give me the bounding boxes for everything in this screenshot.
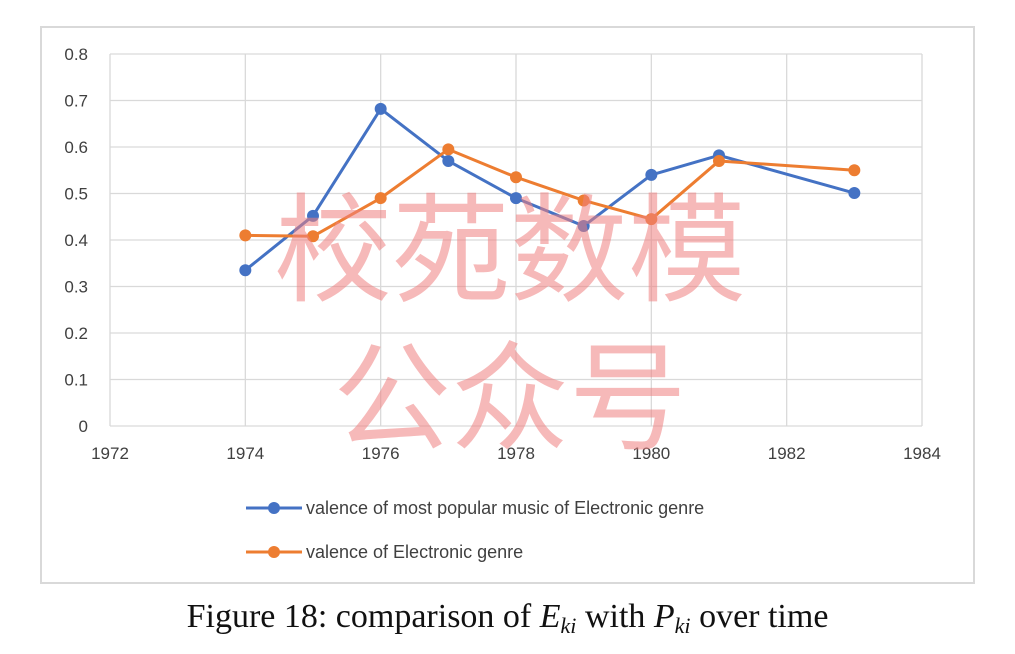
watermark-line-1: 校苑数模 <box>274 182 746 320</box>
data-point <box>577 220 590 233</box>
legend-item: valence of most popular music of Electro… <box>246 498 704 518</box>
caption-e-symbol: E <box>539 598 561 635</box>
data-point <box>442 143 455 156</box>
caption-p-sub: ki <box>674 613 691 638</box>
legend-swatch-marker <box>268 546 280 558</box>
chart-frame <box>40 26 975 584</box>
legend-label: valence of most popular music of Electro… <box>306 498 704 518</box>
data-point <box>442 154 455 167</box>
y-tick-label: 0.7 <box>64 92 88 111</box>
y-axis-ticks: 0 0.1 0.2 0.3 0.4 0.5 0.6 0.7 0.8 <box>64 45 88 436</box>
series-2 <box>239 143 861 243</box>
data-point <box>577 194 590 207</box>
data-point <box>510 192 522 205</box>
data-point <box>645 213 658 226</box>
data-point <box>848 187 861 200</box>
caption-p-symbol: P <box>653 598 675 635</box>
x-tick-label: 1976 <box>362 444 400 463</box>
caption-suffix: over time <box>690 598 829 635</box>
y-tick-label: 0.2 <box>64 324 88 343</box>
data-point <box>239 264 252 277</box>
x-tick-label: 1972 <box>91 444 129 463</box>
data-point <box>645 168 658 181</box>
series-layer <box>239 102 861 277</box>
y-tick-label: 0 <box>79 417 88 436</box>
y-tick-label: 0.4 <box>64 231 88 250</box>
data-point <box>374 102 387 115</box>
data-point <box>374 192 387 205</box>
y-tick-label: 0.8 <box>64 45 88 64</box>
x-tick-label: 1980 <box>632 444 670 463</box>
y-tick-label: 0.5 <box>64 185 88 204</box>
y-tick-label: 0.6 <box>64 138 88 157</box>
x-tick-label: 1974 <box>226 444 264 463</box>
caption-e-sub: ki <box>560 613 577 638</box>
data-point <box>239 229 252 242</box>
y-tick-label: 0.3 <box>64 278 88 297</box>
figure-caption: Figure 18: comparison of Eki with Pki ov… <box>0 598 1015 639</box>
x-tick-label: 1978 <box>497 444 535 463</box>
legend: valence of most popular music of Electro… <box>246 498 704 562</box>
data-point <box>713 154 725 167</box>
watermark: 校苑数模 公众号 <box>274 182 746 468</box>
legend-swatch-marker <box>268 502 280 514</box>
y-tick-label: 0.1 <box>64 371 88 390</box>
watermark-line-2: 公众号 <box>333 330 687 468</box>
x-tick-label: 1982 <box>768 444 806 463</box>
grid-lines <box>109 53 923 427</box>
legend-label: valence of Electronic genre <box>306 542 523 562</box>
data-point <box>307 230 319 243</box>
x-axis-ticks: 1972 1974 1976 1978 1980 1982 1984 <box>91 444 941 463</box>
data-point <box>307 209 319 222</box>
caption-prefix: Figure 18: comparison of <box>186 598 540 635</box>
x-tick-label: 1984 <box>903 444 941 463</box>
data-point <box>848 164 861 177</box>
data-point <box>510 171 522 184</box>
legend-item: valence of Electronic genre <box>246 542 523 562</box>
caption-middle: with <box>576 598 654 635</box>
